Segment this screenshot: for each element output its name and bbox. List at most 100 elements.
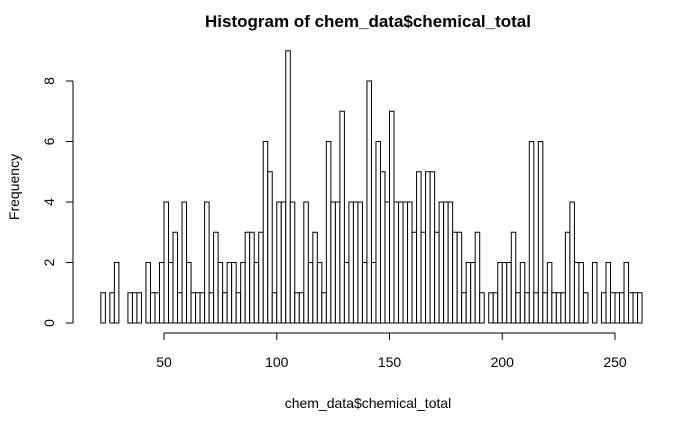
y-axis-label: Frequency [6,154,22,220]
x-axis-label: chem_data$chemical_total [285,395,452,411]
histogram-bar [199,292,206,324]
histogram-bar [619,292,625,324]
histogram-bar [294,292,300,324]
histogram-bar [240,262,246,324]
histogram-bar [452,231,458,324]
histogram-bar [515,292,521,324]
histogram-bar [614,292,621,324]
histogram-bar [393,201,400,324]
histogram-bar [537,141,544,324]
histogram-bar [628,292,634,324]
histogram-bar [632,292,639,324]
histogram-bar [492,292,499,324]
histogram-bar [271,292,278,324]
histogram-bar [488,292,494,324]
histogram-bar [605,262,611,324]
histogram-bar [280,201,287,324]
histogram-bar [479,292,485,324]
histogram-bar [321,292,327,324]
histogram-bar [213,231,219,324]
histogram-bar [285,50,291,324]
histogram-bar [231,262,237,324]
histogram-bar [555,292,562,324]
histogram-bar [168,262,174,324]
histogram-bars [100,50,643,324]
histogram-bar [253,262,260,324]
histogram-bar [109,292,115,324]
histogram-bar [519,262,526,324]
histogram-bar [357,201,363,324]
histogram-bar [276,201,282,324]
x-axis: 50 100 150 200 250 [156,332,627,370]
histogram-bar [425,171,431,324]
histogram-bar [564,231,571,324]
histogram-bar [195,292,201,324]
histogram-bar [186,262,192,324]
histogram-bar [470,262,476,324]
histogram-bar [461,292,467,324]
histogram-bar [560,292,566,324]
histogram-bar [136,292,142,324]
histogram-bar [528,141,535,324]
histogram-bar [208,292,215,324]
histogram-bar [637,292,643,324]
x-tick-label: 100 [265,354,289,370]
histogram-bar [258,231,264,324]
histogram-bar [506,262,512,324]
histogram-bar [434,231,440,324]
histogram-bar [370,262,377,324]
histogram-bar [222,292,228,324]
histogram-bar [325,141,332,324]
y-tick-label: 6 [41,137,57,145]
histogram-bar [402,201,409,324]
histogram-bar [158,262,165,324]
histogram-bar [163,201,170,324]
histogram-bar [510,231,517,324]
histogram-bar [501,262,508,324]
histogram-bar [177,292,183,324]
histogram-bar [172,231,179,324]
histogram-bar [352,201,359,324]
y-tick-label: 0 [41,319,57,327]
histogram-bar [149,292,156,324]
histogram-bar [127,292,133,324]
histogram-bar [262,141,269,324]
histogram-bar [190,292,197,324]
histogram-bar [217,262,224,324]
histogram-bar [438,201,445,324]
histogram-bar [361,262,368,324]
histogram-bar [447,201,454,324]
x-tick-label: 50 [156,354,172,370]
histogram-bar [145,262,151,324]
chart-title: Histogram of chem_data$chemical_total [205,12,531,31]
y-tick-label: 2 [41,258,57,266]
histogram-bar [316,262,323,324]
histogram-bar [339,110,345,324]
histogram-bar [591,262,598,324]
histogram-bar [533,292,539,324]
histogram-bar [154,292,160,324]
x-tick-label: 150 [378,354,402,370]
histogram-bar [307,262,314,324]
y-tick-label: 4 [41,198,57,206]
histogram-bar [312,231,318,324]
histogram-bar [609,292,616,324]
histogram-bar [411,231,418,324]
histogram-bar [546,262,553,324]
histogram-bar [416,171,422,324]
histogram-bar [100,292,106,324]
histogram-bar [348,201,354,324]
histogram-bar [181,201,188,324]
histogram-bar [578,262,584,324]
histogram-bar [226,262,233,324]
histogram-bar [524,292,530,324]
histogram-bar [303,201,309,324]
histogram-bar [600,292,607,324]
histogram-bar [497,262,503,324]
histogram-bar [204,201,210,324]
histogram-bar [407,201,413,324]
histogram-bar [398,201,404,324]
histogram-bar [235,292,242,324]
histogram-bar [330,201,336,324]
